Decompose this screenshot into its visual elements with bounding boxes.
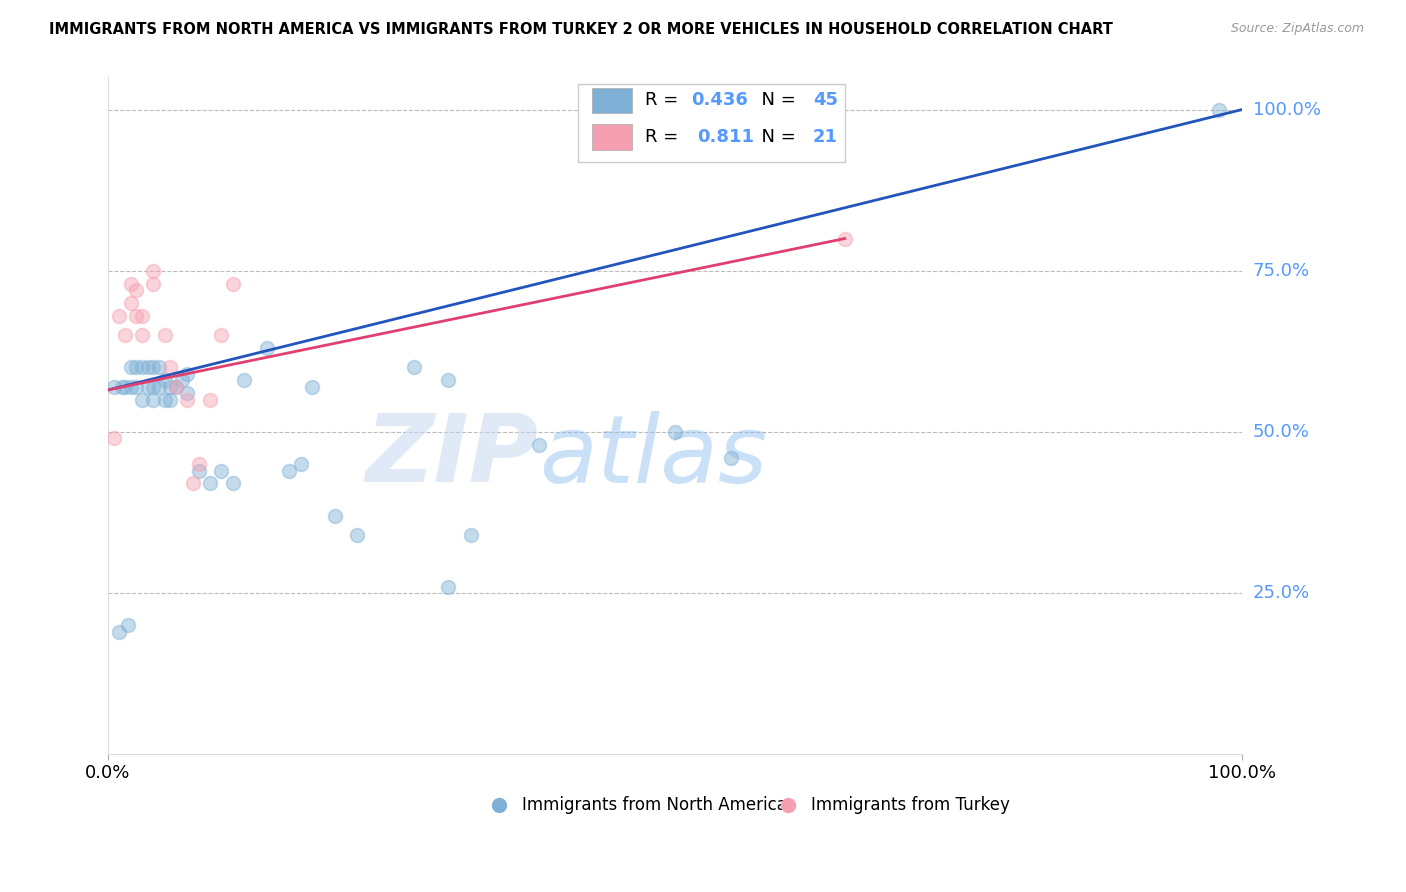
Text: Source: ZipAtlas.com: Source: ZipAtlas.com	[1230, 22, 1364, 36]
Text: 0.436: 0.436	[690, 92, 748, 110]
Point	[159, 380, 181, 394]
Point	[221, 277, 243, 291]
Point	[148, 360, 170, 375]
Point	[153, 373, 176, 387]
FancyBboxPatch shape	[592, 87, 631, 113]
Text: N =: N =	[749, 92, 801, 110]
Point	[187, 457, 209, 471]
Point	[176, 386, 198, 401]
Point	[278, 463, 301, 477]
Point	[142, 264, 165, 278]
Point	[198, 476, 221, 491]
Point	[114, 380, 136, 394]
Point	[131, 360, 153, 375]
Point	[187, 463, 209, 477]
Point	[153, 328, 176, 343]
Point	[720, 450, 742, 465]
Point	[346, 528, 368, 542]
Point	[125, 360, 148, 375]
Point	[131, 328, 153, 343]
Point	[437, 580, 460, 594]
Point	[290, 457, 312, 471]
Point	[136, 360, 159, 375]
Point	[148, 380, 170, 394]
Point	[221, 476, 243, 491]
Point	[142, 360, 165, 375]
Point	[301, 380, 323, 394]
Point	[103, 380, 125, 394]
Point	[131, 392, 153, 407]
Point	[170, 373, 193, 387]
Point	[460, 528, 482, 542]
Point	[136, 380, 159, 394]
Text: 100.0%: 100.0%	[1253, 101, 1320, 119]
Point	[209, 463, 232, 477]
Point	[323, 508, 346, 523]
Text: ZIP: ZIP	[366, 410, 538, 502]
Text: N =: N =	[749, 128, 801, 146]
Point	[108, 624, 131, 639]
Text: atlas: atlas	[538, 411, 768, 502]
Text: 75.0%: 75.0%	[1253, 261, 1310, 280]
Point	[176, 367, 198, 381]
Text: IMMIGRANTS FROM NORTH AMERICA VS IMMIGRANTS FROM TURKEY 2 OR MORE VEHICLES IN HO: IMMIGRANTS FROM NORTH AMERICA VS IMMIGRA…	[49, 22, 1114, 37]
Text: 50.0%: 50.0%	[1253, 423, 1309, 441]
Point	[527, 438, 550, 452]
Text: Immigrants from Turkey: Immigrants from Turkey	[811, 796, 1010, 814]
Point	[159, 360, 181, 375]
Point	[165, 380, 187, 394]
Point	[181, 476, 204, 491]
Text: 21: 21	[813, 128, 838, 146]
Point	[103, 431, 125, 445]
Point	[437, 373, 460, 387]
Point	[125, 309, 148, 323]
Point	[114, 328, 136, 343]
FancyBboxPatch shape	[592, 124, 631, 150]
Point	[125, 283, 148, 297]
Text: R =: R =	[645, 92, 685, 110]
Text: R =: R =	[645, 128, 690, 146]
Point	[402, 360, 425, 375]
Text: 0.811: 0.811	[697, 128, 755, 146]
Text: 25.0%: 25.0%	[1253, 584, 1310, 602]
FancyBboxPatch shape	[578, 84, 845, 162]
Point	[176, 392, 198, 407]
Point	[198, 392, 221, 407]
Point	[120, 380, 142, 394]
Point	[159, 392, 181, 407]
Point	[120, 277, 142, 291]
Text: Immigrants from North America: Immigrants from North America	[522, 796, 786, 814]
Point	[120, 296, 142, 310]
Text: 45: 45	[813, 92, 838, 110]
Point	[110, 380, 132, 394]
Point	[117, 618, 139, 632]
Point	[125, 380, 148, 394]
Point	[165, 380, 187, 394]
Point	[142, 380, 165, 394]
Point	[108, 309, 131, 323]
Point	[142, 277, 165, 291]
Point	[664, 425, 686, 439]
Point	[834, 231, 856, 245]
Point	[209, 328, 232, 343]
Point	[120, 360, 142, 375]
Point	[131, 309, 153, 323]
Point	[233, 373, 256, 387]
Point	[153, 392, 176, 407]
Point	[1208, 103, 1230, 117]
Point	[142, 392, 165, 407]
Point	[256, 341, 278, 355]
